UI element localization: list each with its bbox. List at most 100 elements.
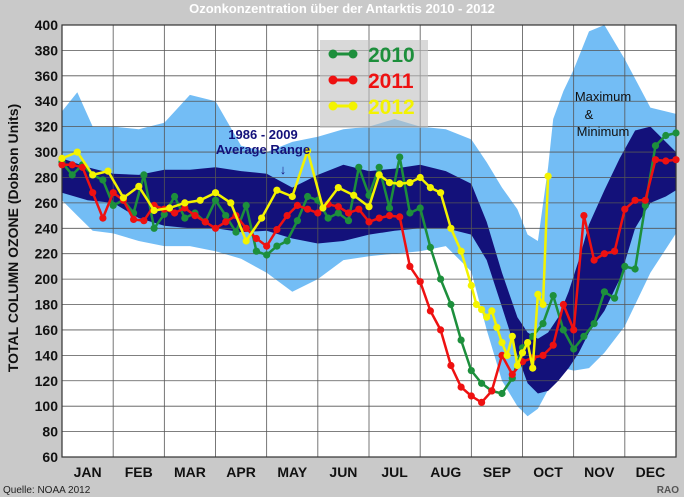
- data-point-2011: [78, 163, 87, 171]
- data-point-2011: [263, 242, 271, 250]
- data-point-2012: [104, 167, 112, 175]
- data-point-2010: [324, 214, 332, 222]
- data-point-2010: [426, 243, 434, 251]
- legend-marker-2012: [328, 101, 338, 111]
- data-point-2010: [478, 379, 486, 387]
- data-point-2012: [457, 247, 465, 255]
- data-point-2011: [559, 300, 568, 309]
- data-point-2011: [488, 387, 496, 395]
- y-tick-label: 220: [35, 246, 59, 262]
- y-tick-label: 380: [35, 42, 59, 58]
- data-point-2011: [58, 161, 66, 169]
- y-tick-label: 140: [35, 347, 59, 363]
- y-tick-label: 200: [35, 271, 59, 287]
- data-point-2012: [518, 349, 527, 357]
- data-point-2011: [273, 226, 281, 234]
- data-point-2011: [334, 203, 342, 211]
- data-point-2011: [211, 224, 220, 232]
- legend-marker-2012-b: [348, 101, 358, 111]
- data-point-2011: [109, 189, 117, 197]
- data-point-2011: [355, 205, 363, 213]
- y-tick-label: 100: [35, 398, 59, 414]
- legend: 2010 2011 2012: [320, 40, 428, 128]
- data-point-2010: [662, 131, 670, 140]
- max-min-label-maximum: Maximum: [575, 89, 631, 104]
- data-point-2012: [365, 203, 373, 211]
- y-tick-label: 260: [35, 195, 59, 211]
- data-point-2011: [191, 212, 199, 220]
- data-point-2011: [426, 307, 434, 315]
- data-point-2010: [99, 176, 107, 184]
- legend-label-2011: 2011: [368, 70, 414, 93]
- data-point-2010: [549, 292, 557, 300]
- data-point-2010: [396, 153, 404, 161]
- x-tick-label: OCT: [533, 464, 563, 480]
- data-point-2012: [437, 189, 445, 197]
- data-point-2011: [222, 218, 230, 226]
- data-point-2010: [600, 288, 609, 296]
- data-point-2012: [304, 147, 312, 155]
- data-point-2010: [293, 217, 301, 225]
- data-point-2010: [252, 247, 260, 255]
- data-point-2011: [304, 205, 312, 213]
- data-point-2010: [590, 320, 598, 328]
- data-point-2012: [498, 339, 506, 347]
- data-point-2012: [350, 191, 358, 199]
- y-tick-label: 120: [35, 373, 59, 389]
- y-tick-labels: 60 80 100 120 140 160 180 200 220 240 260 280 300 320…: [35, 17, 59, 465]
- data-point-2012: [89, 171, 97, 179]
- data-point-2012: [472, 300, 480, 309]
- data-point-2012: [483, 313, 491, 321]
- data-point-2010: [211, 196, 220, 204]
- y-tick-label: 400: [35, 17, 59, 33]
- data-point-2012: [227, 199, 235, 207]
- data-point-2010: [150, 224, 158, 232]
- data-point-2011: [385, 212, 394, 220]
- series-2012: [58, 147, 552, 372]
- data-point-2012: [165, 204, 174, 212]
- data-point-2010: [416, 204, 424, 212]
- data-point-2011: [68, 161, 76, 169]
- legend-label-2012: 2012: [368, 96, 415, 119]
- data-point-2011: [242, 224, 250, 232]
- data-point-2010: [641, 201, 649, 209]
- data-point-2012: [467, 281, 475, 290]
- data-point-2012: [488, 307, 496, 315]
- data-point-2011: [201, 218, 209, 226]
- data-point-2011: [672, 156, 680, 164]
- data-point-2012: [181, 199, 189, 207]
- data-point-2010: [611, 294, 619, 302]
- data-point-2010: [570, 345, 578, 353]
- data-point-2010: [621, 262, 629, 270]
- data-point-2012: [524, 339, 532, 347]
- data-point-2011: [621, 205, 629, 213]
- plot-frame: [61, 24, 677, 458]
- data-point-2012: [529, 364, 537, 372]
- data-point-2011: [283, 212, 291, 220]
- data-point-2012: [513, 361, 522, 370]
- y-tick-label: 60: [42, 449, 58, 465]
- data-point-2011: [478, 398, 486, 406]
- data-point-2011: [570, 326, 578, 334]
- data-point-2011: [396, 213, 404, 221]
- data-point-2011: [600, 250, 609, 258]
- data-point-2010: [283, 237, 291, 245]
- data-point-2010: [273, 242, 281, 250]
- data-point-2012: [319, 204, 327, 212]
- data-point-2012: [288, 192, 296, 201]
- data-point-2010: [631, 265, 639, 273]
- y-tick-label: 80: [42, 424, 58, 440]
- data-point-2011: [437, 326, 445, 334]
- legend-item-2010: 2010: [328, 44, 415, 67]
- data-point-2011: [293, 201, 301, 209]
- data-point-2010: [437, 275, 445, 283]
- data-point-2011: [365, 218, 373, 226]
- data-point-2011: [314, 209, 322, 217]
- y-tick-label: 300: [35, 144, 59, 160]
- data-point-2012: [493, 323, 501, 331]
- y-tick-label: 240: [35, 220, 59, 236]
- y-tick-label: 280: [35, 169, 59, 185]
- x-tick-label: FEB: [125, 464, 153, 480]
- data-point-2012: [273, 186, 281, 194]
- data-point-2010: [539, 320, 547, 328]
